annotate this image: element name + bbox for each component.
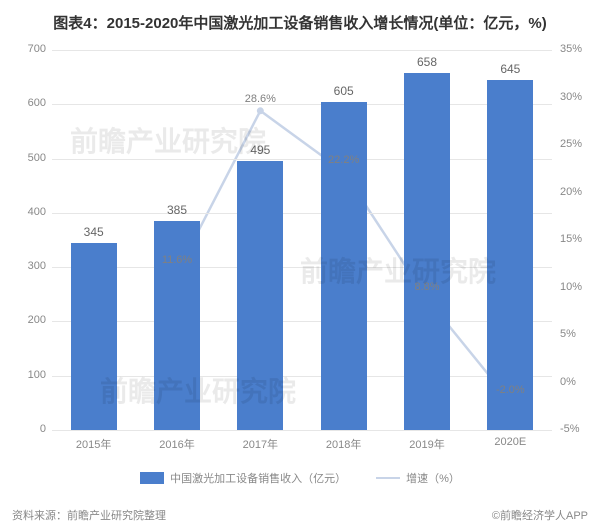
bar (487, 80, 533, 430)
legend: 中国激光加工设备销售收入（亿元） 增速（%） (0, 470, 600, 486)
y-right-tick: 25% (560, 138, 582, 150)
gridline (52, 159, 552, 160)
legend-bar-swatch (140, 472, 164, 484)
legend-line-swatch (376, 477, 400, 479)
chart-title: 图表4：2015-2020年中国激光加工设备销售收入增长情况(单位：亿元，%) (0, 0, 600, 41)
x-tick-label: 2017年 (243, 436, 278, 452)
y-left-tick: 400 (0, 206, 46, 218)
y-right-tick: 0% (560, 376, 576, 388)
chart-container: 图表4：2015-2020年中国激光加工设备销售收入增长情况(单位：亿元，%) … (0, 0, 600, 531)
gridline (52, 430, 552, 431)
bar (404, 73, 450, 430)
bar-value-label: 658 (417, 55, 437, 69)
y-right-tick: 30% (560, 91, 582, 103)
legend-label: 增速（%） (406, 470, 460, 486)
bar (154, 221, 200, 430)
y-left-tick: 0 (0, 423, 46, 435)
copyright-text: ©前瞻经济学人APP (492, 507, 588, 523)
y-right-tick: -5% (560, 423, 580, 435)
source-text: 资料来源：前瞻产业研究院整理 (12, 507, 166, 523)
legend-label: 中国激光加工设备销售收入（亿元） (170, 470, 346, 486)
gridline (52, 104, 552, 105)
y-right-tick: 15% (560, 233, 582, 245)
gridline (52, 213, 552, 214)
line-value-label: 28.6% (245, 93, 276, 105)
gridline (52, 267, 552, 268)
y-right-tick: 35% (560, 43, 582, 55)
gridline (52, 376, 552, 377)
bar-value-label: 495 (250, 143, 270, 157)
y-left-tick: 200 (0, 314, 46, 326)
x-tick-label: 2020E (494, 436, 526, 448)
footer: 资料来源：前瞻产业研究院整理 ©前瞻经济学人APP (12, 507, 588, 523)
bar (321, 102, 367, 430)
x-tick-label: 2019年 (409, 436, 444, 452)
x-tick-label: 2015年 (76, 436, 111, 452)
x-tick-label: 2018年 (326, 436, 361, 452)
bar-value-label: 605 (334, 84, 354, 98)
gridline (52, 50, 552, 51)
line-value-label: 22.2% (328, 154, 359, 166)
x-tick-label: 2016年 (159, 436, 194, 452)
legend-item: 增速（%） (376, 470, 460, 486)
y-left-tick: 100 (0, 369, 46, 381)
bar-value-label: 345 (84, 225, 104, 239)
plot-area: 345 385 495 605 658 645 11.6% 28.6% 22.2% 8.8% -2.… (52, 50, 552, 430)
y-right-tick: 20% (560, 186, 582, 198)
bar (71, 243, 117, 430)
growth-line (52, 50, 552, 430)
line-value-label: 11.6% (162, 254, 192, 266)
legend-item: 中国激光加工设备销售收入（亿元） (140, 470, 346, 486)
y-right-tick: 10% (560, 281, 582, 293)
bar-value-label: 645 (500, 62, 520, 76)
line-value-label: 8.8% (414, 281, 439, 293)
y-left-tick: 500 (0, 152, 46, 164)
y-right-tick: 5% (560, 328, 576, 340)
y-left-tick: 600 (0, 97, 46, 109)
bar (237, 161, 283, 430)
gridline (52, 321, 552, 322)
line-value-label: -2.0% (496, 384, 525, 396)
bar-value-label: 385 (167, 203, 187, 217)
y-left-tick: 300 (0, 260, 46, 272)
y-left-tick: 700 (0, 43, 46, 55)
